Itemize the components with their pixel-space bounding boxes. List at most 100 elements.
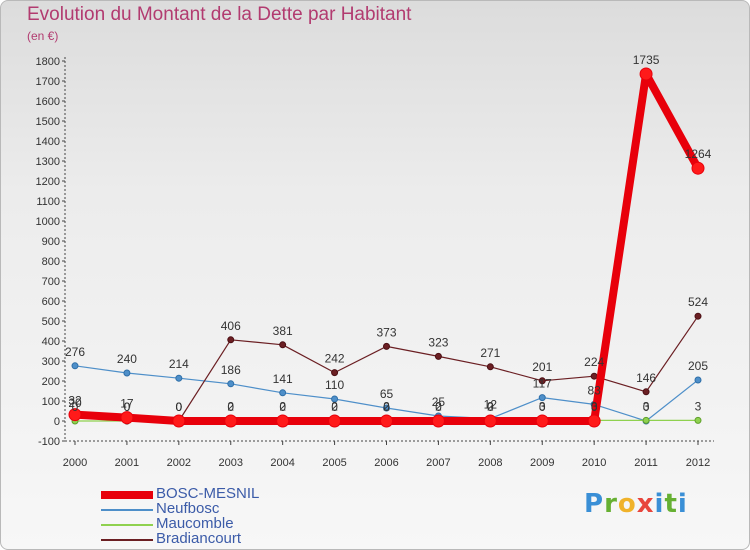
data-label: 17 bbox=[120, 397, 134, 411]
data-point-neufbosc bbox=[123, 369, 131, 377]
chart-axes: -100010020030040050060070080090010001100… bbox=[36, 56, 714, 469]
x-tick-label: 2008 bbox=[478, 457, 502, 469]
data-label: 141 bbox=[273, 372, 293, 386]
data-label: 3 bbox=[591, 399, 598, 413]
chart-subtitle: (en €) bbox=[27, 29, 59, 43]
data-label: 323 bbox=[428, 335, 448, 349]
data-label: 2 bbox=[383, 400, 390, 414]
data-label: 3 bbox=[695, 399, 702, 413]
y-tick-label: 600 bbox=[42, 296, 60, 308]
legend-swatch bbox=[101, 491, 153, 499]
legend-swatch bbox=[101, 539, 153, 541]
data-point-bradiancourt bbox=[434, 352, 442, 360]
data-label: 373 bbox=[376, 325, 396, 339]
data-point-bradiancourt bbox=[642, 388, 650, 396]
data-label: 2 bbox=[279, 400, 286, 414]
data-point-bosc-mesnil bbox=[431, 414, 445, 428]
proxiti-logo: Proxiti bbox=[584, 489, 688, 519]
data-label: 240 bbox=[117, 352, 137, 366]
data-point-bosc-mesnil bbox=[535, 414, 549, 428]
data-label: 12 bbox=[484, 398, 498, 412]
data-label: 110 bbox=[325, 378, 344, 392]
data-point-bosc-mesnil bbox=[276, 414, 290, 428]
data-label: 32 bbox=[68, 394, 82, 408]
data-label: 214 bbox=[169, 357, 189, 371]
data-label: 65 bbox=[380, 387, 394, 401]
data-label: 381 bbox=[273, 324, 293, 338]
data-label: 0 bbox=[279, 400, 286, 414]
x-tick-label: 2009 bbox=[530, 457, 554, 469]
x-tick-label: 2003 bbox=[219, 457, 243, 469]
data-label: 0 bbox=[124, 400, 131, 414]
y-tick-label: 300 bbox=[42, 356, 60, 368]
data-point-neufbosc bbox=[175, 374, 183, 382]
data-point-bosc-mesnil bbox=[120, 411, 134, 425]
data-label: 0 bbox=[175, 400, 182, 414]
x-tick-label: 2004 bbox=[270, 457, 294, 469]
legend-label: Neufbosc bbox=[156, 500, 220, 517]
y-tick-label: 1200 bbox=[36, 176, 60, 188]
data-label: 201 bbox=[532, 360, 552, 374]
data-label: 1264 bbox=[685, 147, 712, 161]
data-label: 2 bbox=[435, 400, 442, 414]
x-tick-label: 2010 bbox=[582, 457, 606, 469]
data-point-bosc-mesnil bbox=[68, 408, 82, 422]
data-label: 0 bbox=[331, 400, 338, 414]
x-tick-label: 2006 bbox=[374, 457, 398, 469]
data-point-maucomble bbox=[694, 416, 702, 424]
legend-label: BOSC-MESNIL bbox=[156, 485, 260, 502]
x-tick-label: 2005 bbox=[322, 457, 346, 469]
data-point-bradiancourt bbox=[694, 312, 702, 320]
legend-label: Bradiancourt bbox=[156, 530, 242, 547]
data-point-bosc-mesnil bbox=[380, 414, 393, 428]
data-point-bradiancourt bbox=[227, 336, 235, 344]
data-point-maucomble bbox=[642, 416, 650, 424]
data-label: 0 bbox=[124, 400, 131, 414]
chart-title: Evolution du Montant de la Dette par Hab… bbox=[27, 4, 412, 25]
data-label: 0 bbox=[383, 400, 390, 414]
data-label: 0 bbox=[435, 400, 442, 414]
x-tick-label: 2011 bbox=[634, 457, 658, 469]
legend-swatch bbox=[101, 524, 153, 526]
y-tick-label: -100 bbox=[38, 436, 60, 448]
y-tick-label: 1700 bbox=[36, 76, 60, 88]
x-tick-label: 2001 bbox=[115, 457, 139, 469]
y-tick-label: 100 bbox=[42, 396, 60, 408]
data-label: 0 bbox=[591, 400, 598, 414]
data-label: 0 bbox=[643, 400, 650, 414]
data-label: 20 bbox=[68, 396, 82, 410]
y-tick-label: 1300 bbox=[36, 156, 60, 168]
data-label: 146 bbox=[636, 371, 656, 385]
data-point-bradiancourt bbox=[383, 342, 390, 350]
x-tick-label: 2000 bbox=[63, 457, 87, 469]
data-point-bosc-mesnil bbox=[639, 67, 653, 81]
data-label: 25 bbox=[432, 395, 446, 409]
data-label: 406 bbox=[221, 319, 241, 333]
data-label: 276 bbox=[65, 345, 85, 359]
data-point-neufbosc bbox=[71, 362, 79, 370]
x-tick-label: 2007 bbox=[426, 457, 450, 469]
data-label: 0 bbox=[175, 400, 182, 414]
y-tick-label: 1800 bbox=[36, 56, 60, 68]
data-label: 2 bbox=[227, 400, 234, 414]
data-label: 205 bbox=[688, 359, 708, 373]
y-tick-label: 500 bbox=[42, 316, 60, 328]
y-tick-label: 900 bbox=[42, 236, 60, 248]
y-tick-label: 1600 bbox=[36, 96, 60, 108]
data-label: 3 bbox=[643, 399, 650, 413]
x-tick-label: 2002 bbox=[167, 457, 191, 469]
data-point-bosc-mesnil bbox=[483, 414, 497, 428]
data-label: 0 bbox=[227, 400, 234, 414]
y-tick-label: 1400 bbox=[36, 136, 60, 148]
data-point-bosc-mesnil bbox=[587, 414, 601, 428]
data-point-bradiancourt bbox=[590, 372, 598, 380]
data-point-bradiancourt bbox=[486, 363, 494, 371]
data-label: 1735 bbox=[633, 53, 660, 67]
data-point-bosc-mesnil bbox=[328, 414, 342, 428]
y-tick-label: 1500 bbox=[36, 116, 60, 128]
data-label: 524 bbox=[688, 295, 708, 309]
y-tick-label: 200 bbox=[42, 376, 60, 388]
data-label: 186 bbox=[221, 363, 241, 377]
